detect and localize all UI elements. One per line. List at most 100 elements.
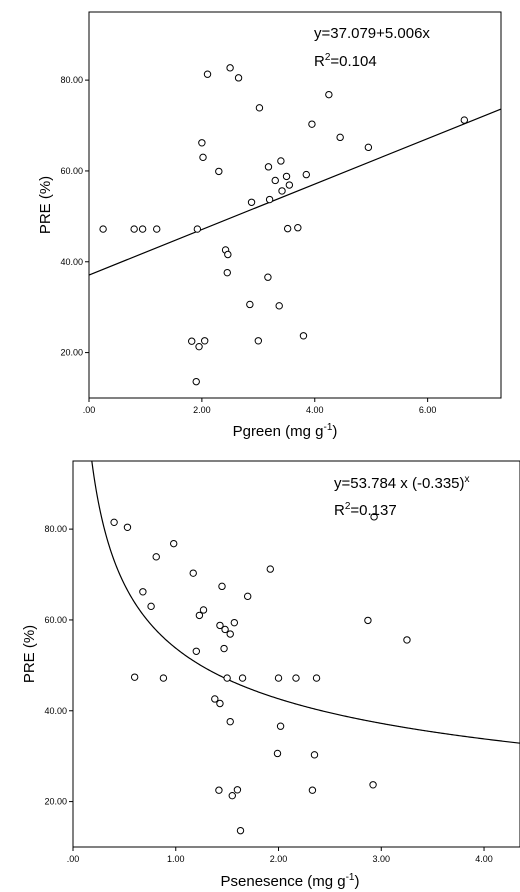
data-point: [299, 332, 308, 340]
x-tick-label: .00: [67, 854, 80, 864]
y-tick-label: 40.00: [44, 706, 67, 716]
data-point: [193, 225, 202, 233]
data-point: [283, 224, 292, 233]
data-point: [211, 695, 219, 703]
data-point: [265, 195, 274, 204]
data-point: [302, 170, 310, 179]
y-axis-label: PRE (%): [21, 625, 38, 683]
data-point: [110, 518, 118, 527]
data-point: [195, 611, 204, 620]
data-point: [199, 153, 207, 162]
x-tick-label: 2.00: [193, 405, 211, 415]
data-point: [282, 172, 291, 181]
y-ticks-group: 20.00 40.00 60.00 80.00: [44, 524, 73, 807]
data-point: [192, 377, 200, 386]
data-point: [152, 553, 160, 561]
y-tick-label: 40.00: [60, 257, 83, 267]
y-ticks-group: 20.00 40.00 60.00 80.00: [60, 75, 89, 358]
data-point: [308, 120, 316, 128]
x-tick-label: 1.00: [167, 854, 185, 864]
data-point: [277, 157, 285, 165]
data-point: [226, 717, 234, 726]
data-point: [198, 139, 206, 147]
data-point: [403, 636, 411, 644]
data-point: [199, 606, 208, 614]
fit-line-group: [88, 108, 502, 276]
points-group: [110, 513, 411, 835]
data-point: [254, 337, 263, 345]
data-point: [221, 625, 229, 634]
data-point: [226, 630, 234, 638]
chart-pgreen: 20.00 40.00 60.00 80.00 .00 2.00 4.00 6.00 y=3…: [37, 11, 502, 440]
fit-curve-group: [91, 461, 520, 744]
data-point: [226, 64, 234, 72]
y-axis-label: PRE (%): [37, 176, 54, 234]
data-point: [276, 722, 285, 730]
data-point: [325, 90, 333, 99]
data-point: [139, 588, 147, 596]
data-point: [255, 104, 264, 112]
y-tick-label: 80.00: [60, 75, 83, 85]
data-point: [130, 673, 139, 681]
data-point: [233, 786, 242, 794]
y-tick-label: 60.00: [44, 615, 67, 625]
data-point: [215, 167, 223, 176]
x-ticks-group: .00 1.00 2.00 3.00 4.00: [67, 847, 493, 864]
r-squared-label: R2=0.137: [334, 501, 397, 519]
data-point: [271, 176, 279, 185]
data-point: [189, 569, 197, 577]
regression-equation: y=53.784 x (-0.335)x: [334, 474, 470, 492]
r-squared-label: R2=0.104: [314, 52, 377, 70]
data-point: [275, 302, 283, 310]
data-point: [285, 181, 294, 189]
plot-frame: [88, 11, 502, 399]
data-point: [130, 225, 138, 233]
data-point: [195, 342, 203, 351]
data-point: [216, 699, 224, 708]
x-ticks-group: .00 2.00 4.00 6.00: [83, 398, 437, 415]
data-point: [123, 523, 132, 532]
chart-psenesence: 20.00 40.00 60.00 80.00 .00 1.00 2.00 3.00 4.00…: [21, 460, 520, 890]
data-point: [364, 143, 373, 152]
data-point: [266, 565, 274, 573]
data-point: [223, 268, 231, 277]
x-tick-label: 6.00: [419, 405, 437, 415]
data-point: [153, 225, 161, 233]
x-tick-label: 3.00: [373, 854, 391, 864]
plot-frame: [72, 460, 520, 848]
data-point: [278, 187, 286, 195]
data-point: [99, 225, 107, 233]
y-tick-label: 20.00: [44, 797, 67, 807]
data-point: [203, 70, 212, 78]
data-point: [310, 751, 319, 759]
regression-line: [88, 108, 502, 276]
data-point: [308, 786, 317, 794]
x-tick-label: .00: [83, 405, 96, 415]
data-point: [273, 749, 282, 758]
data-point: [216, 621, 224, 630]
data-point: [188, 337, 196, 345]
y-tick-label: 20.00: [60, 348, 83, 358]
data-point: [218, 582, 226, 591]
data-point: [200, 337, 209, 345]
data-point: [192, 647, 201, 655]
x-axis-label: Pgreen (mg g-1): [233, 422, 338, 440]
regression-curve: [91, 461, 520, 744]
data-point: [238, 674, 247, 682]
data-point: [215, 786, 223, 794]
data-point: [336, 133, 344, 142]
data-point: [230, 618, 239, 627]
data-point: [274, 674, 283, 682]
x-tick-label: 4.00: [306, 405, 324, 415]
x-tick-label: 4.00: [475, 854, 493, 864]
regression-equation: y=37.079+5.006x: [314, 25, 430, 42]
data-point: [147, 602, 155, 611]
data-point: [234, 74, 243, 82]
data-point: [247, 198, 256, 206]
y-tick-label: 80.00: [44, 524, 67, 534]
data-point: [369, 781, 377, 789]
data-point: [236, 826, 245, 835]
x-axis-label: Psenesence (mg g-1): [221, 872, 360, 890]
data-point: [294, 224, 302, 232]
